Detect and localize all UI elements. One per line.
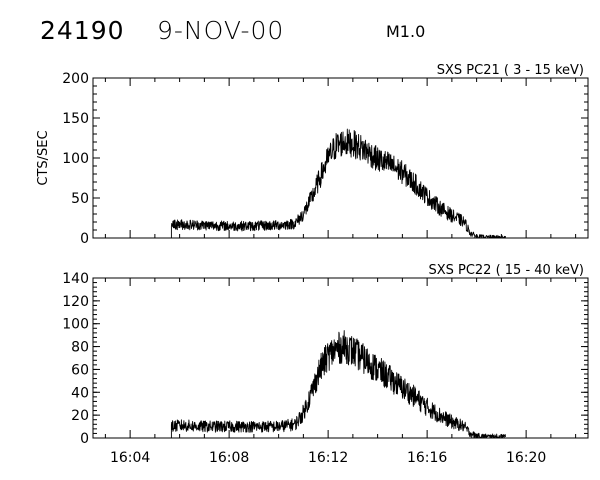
x-tick-label: 16:12 xyxy=(308,450,348,466)
series-line xyxy=(170,330,506,439)
y-tick-label: 140 xyxy=(62,271,89,287)
y-tick-label: 150 xyxy=(62,111,89,127)
y-tick-label: 0 xyxy=(80,231,89,247)
plot-frame xyxy=(92,277,589,439)
x-tick-label: 16:16 xyxy=(407,450,447,466)
y-tick-label: 20 xyxy=(71,408,89,424)
y-tick-label: 60 xyxy=(71,362,89,378)
y-tick-label: 0 xyxy=(80,431,89,447)
flare-class: M1.0 xyxy=(386,22,426,41)
y-axis-label: CTS/SEC xyxy=(36,130,51,185)
x-tick-label: 16:04 xyxy=(110,450,150,466)
panel-title: SXS PC21 ( 3 - 15 keV) xyxy=(437,63,584,78)
event-date: 9-NOV-00 xyxy=(157,16,285,45)
y-tick-label: 40 xyxy=(71,385,89,401)
series-line xyxy=(170,128,506,239)
y-tick-label: 100 xyxy=(62,151,89,167)
x-tick-label: 16:20 xyxy=(506,450,546,466)
panel-title: SXS PC22 ( 15 - 40 keV) xyxy=(428,263,584,278)
y-tick-label: 80 xyxy=(71,340,89,356)
y-tick-label: 120 xyxy=(62,294,89,310)
y-tick-label: 200 xyxy=(62,71,89,87)
y-tick-label: 100 xyxy=(62,317,89,333)
y-tick-label: 50 xyxy=(71,191,89,207)
plot-frame xyxy=(92,77,589,239)
event-number: 24190 xyxy=(40,16,125,45)
x-tick-label: 16:08 xyxy=(209,450,249,466)
